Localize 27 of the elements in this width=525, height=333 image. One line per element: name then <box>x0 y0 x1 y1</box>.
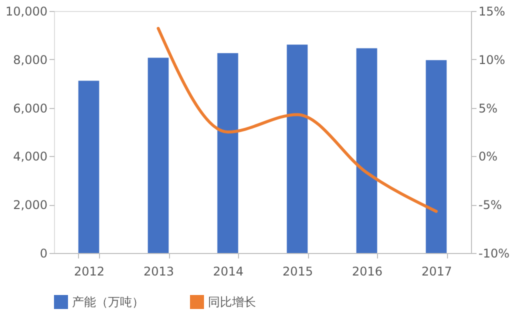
y-tick-label: 4,000 <box>13 150 48 164</box>
bar <box>356 48 378 253</box>
x-tick-label: 2014 <box>212 264 244 278</box>
y2-tick-label: 5% <box>478 101 498 116</box>
y-tick-label: 10,000 <box>6 4 48 18</box>
y-tick-label: 0 <box>40 246 48 260</box>
y2-tick-label: 10% <box>478 52 506 67</box>
bar <box>426 60 447 253</box>
y-tick-label: 2,000 <box>13 198 48 212</box>
x-tick-label: 2017 <box>421 264 452 278</box>
bar <box>78 80 100 253</box>
y2-tick-label: -5% <box>478 198 502 212</box>
y2-tick-label: 0% <box>478 150 498 164</box>
bar <box>148 58 169 253</box>
legend-label: 产能（万吨） <box>72 295 144 309</box>
y-tick-label: 8,000 <box>13 52 48 67</box>
x-tick-label: 2012 <box>74 264 105 278</box>
x-tick-label: 2013 <box>143 264 174 278</box>
x-tick-label: 2015 <box>282 264 314 278</box>
x-tick-label: 2016 <box>352 264 383 278</box>
bar <box>286 44 308 253</box>
y2-tick-label: -10% <box>478 246 510 260</box>
y2-tick-label: 15% <box>478 4 506 18</box>
line-series <box>156 26 438 213</box>
y-tick-label: 6,000 <box>13 101 48 116</box>
bar <box>217 53 238 253</box>
legend-label: 同比增长 <box>208 295 256 309</box>
